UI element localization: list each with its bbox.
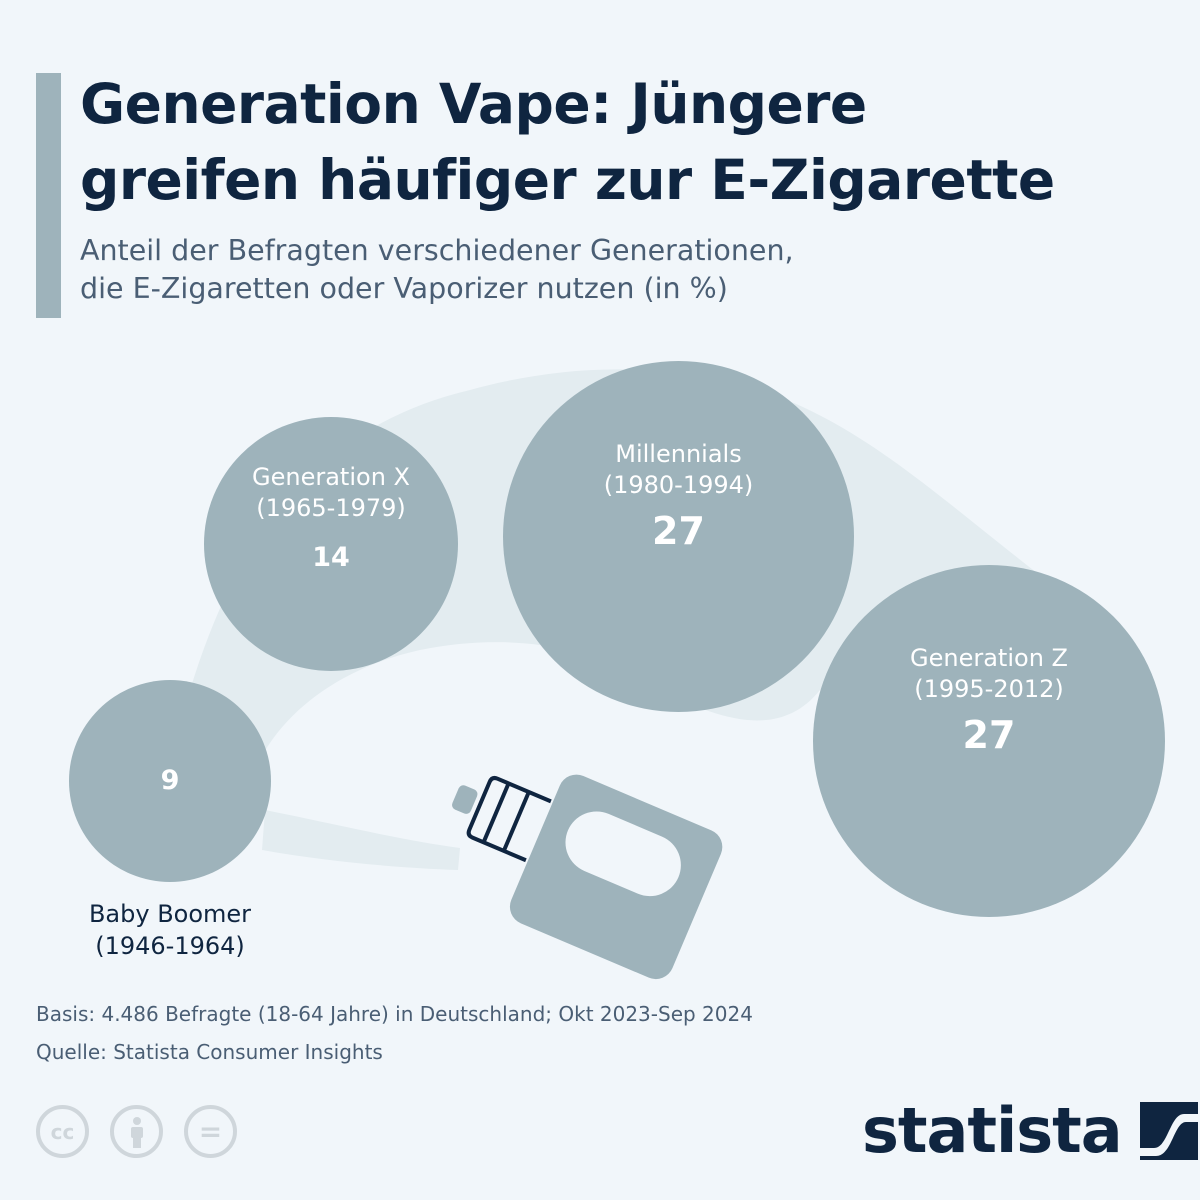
cc-icon[interactable]: cc [36, 1105, 89, 1158]
baby-boomer-label: Baby Boomer (1946-1964) [60, 898, 280, 962]
attribution-icon[interactable] [110, 1105, 163, 1158]
bubble-label-years: (1965-1979) [256, 494, 406, 522]
bubble-value: 9 [160, 765, 180, 796]
bubble-label-years: (1995-2012) [914, 675, 1064, 703]
statista-logo-icon [1139, 1102, 1198, 1160]
vapor-stream [262, 810, 460, 870]
title-line-1: Generation Vape: Jüngere [80, 72, 867, 136]
bubble-label-name: Millennials [615, 439, 742, 468]
bubble-label-years: (1946-1964) [95, 932, 245, 960]
footer-source: Quelle: Statista Consumer Insights [36, 1040, 383, 1064]
subtitle-line-1: Anteil der Befragten verschiedener Gener… [80, 234, 794, 267]
vape-device-icon [452, 774, 723, 980]
bubble-value: 14 [312, 542, 350, 573]
bubble-label-name: Generation X [252, 463, 410, 491]
title-line-2: greifen häufiger zur E-Zigarette [80, 148, 1055, 212]
chart-subtitle: Anteil der Befragten verschiedener Gener… [80, 232, 1180, 308]
bubble-label-name: Generation Z [910, 644, 1068, 672]
bubble-millennials: Millennials (1980-1994) 27 [503, 361, 854, 712]
bubble-baby-boomer: 9 [69, 680, 271, 882]
chart-title: Generation Vape: Jüngere greifen häufige… [80, 66, 1180, 218]
nd-icon-label: = [198, 1115, 223, 1148]
bubble-label-name: Baby Boomer [88, 900, 252, 928]
license-icons: cc = [36, 1105, 237, 1158]
subtitle-line-2: die E-Zigaretten oder Vaporizer nutzen (… [80, 272, 728, 305]
bubble-label-years: (1980-1994) [603, 470, 754, 499]
person-icon [130, 1116, 143, 1148]
no-derivatives-icon[interactable]: = [184, 1105, 237, 1158]
statista-logo[interactable]: statista [862, 1092, 1198, 1170]
bubble-generation-z: Generation Z (1995-2012) 27 [813, 565, 1165, 917]
title-accent-bar [36, 73, 61, 318]
logo-wordmark: statista [862, 1094, 1123, 1167]
bubble-generation-x: Generation X (1965-1979) 14 [204, 417, 458, 671]
bubble-value: 27 [962, 713, 1016, 757]
footer-basis: Basis: 4.486 Befragte (18-64 Jahre) in D… [36, 1002, 753, 1026]
cc-icon-label: cc [50, 1119, 75, 1144]
bubble-value: 27 [652, 508, 705, 553]
